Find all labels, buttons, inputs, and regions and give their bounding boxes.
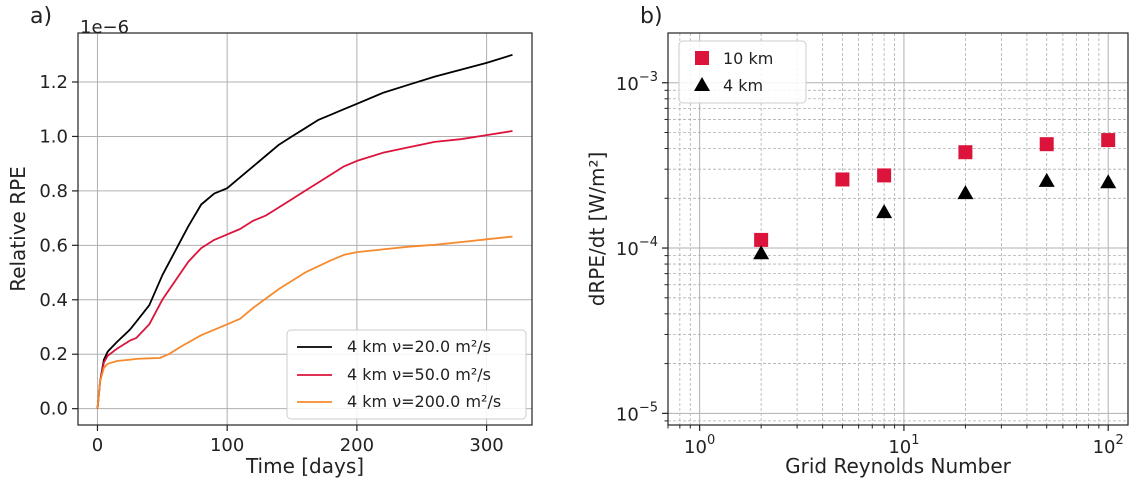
panel-a-series [96,53,513,409]
data-point-10km [754,232,769,247]
panel-a-x-tick-label: 300 [469,435,503,456]
panel-a-y-tick-label: 0.4 [39,290,68,311]
panel-b-scatter-chart: b) 100 101 102 10−5 10−4 10−3 Grid Reynolds N… [585,4,1129,478]
legend-label-nu20: 4 km ν=20.0 m²/s [347,337,491,356]
panel-a-line-chart: a) 1e−6 0 100 200 3000.00.20.40.60.81.01.2 … [6,4,533,478]
panel-b-label: b) [640,4,663,29]
panel-a-y-tick-label: 0.6 [39,235,68,256]
legend-label-nu200: 4 km ν=200.0 m²/s [347,392,501,411]
panel-a-legend-box [286,329,527,420]
panel-b-x-tick-label: 101 [888,433,919,458]
panel-a-offset-label: 1e−6 [80,17,129,38]
panel-a-x-axis-label: Time [days] [245,454,364,478]
panel-a-y-tick-label: 0.2 [39,344,68,365]
panel-b-frame [667,32,1129,426]
panel-a-x-tick-label: 200 [340,435,374,456]
panel-a-y-axis-label: Relative RPE [6,166,30,292]
panel-b-x-tick-label: 102 [1093,433,1124,458]
data-point-10km [958,145,973,160]
data-point-4km [876,204,893,219]
panel-b-x-axis-label: Grid Reynolds Number [785,454,1012,478]
panel-b-y-tick-label: 10−4 [616,235,658,260]
panel-b-y-tick-label: 10−5 [616,400,658,425]
legend-marker-10km [695,51,709,65]
panel-a-legend: 4 km ν=20.0 m²/s 4 km ν=50.0 m²/s 4 km ν… [286,329,527,420]
legend-label-nu50: 4 km ν=50.0 m²/s [347,365,491,384]
data-point-10km [1039,137,1054,152]
panel-b-legend: 10 km 4 km [678,40,807,104]
data-point-4km [1038,172,1055,187]
panel-b-x-tick-label: 100 [684,433,715,458]
panel-a-y-tick-label: 1.0 [39,126,68,147]
legend-marker-4km [694,77,710,91]
panel-b-legend-box [678,40,807,104]
data-point-4km [957,185,974,200]
panel-b-y-axis-label: dRPE/dt [W/m²] [585,152,609,307]
series-line-2 [96,235,513,409]
data-point-10km [1101,133,1116,148]
series-line-1 [96,130,513,409]
panel-b-y-tick-label: 10−3 [616,70,658,95]
panel-a-y-tick-label: 1.2 [39,72,68,93]
panel-a-frame [77,32,533,426]
panel-a-y-tick-label: 0.0 [39,399,68,420]
panel-b-ticks: 100 101 102 10−5 10−4 10−3 [616,70,1124,458]
data-point-4km [753,245,770,260]
legend-label-4km: 4 km [723,76,763,95]
series-line-0 [96,53,513,409]
data-point-10km [877,168,892,183]
panel-a-x-tick-label: 100 [210,435,244,456]
legend-label-10km: 10 km [723,49,773,68]
panel-a-y-tick-label: 0.8 [39,181,68,202]
panel-a-x-tick-label: 0 [92,435,103,456]
panel-b-series [753,133,1117,260]
data-point-10km [835,172,850,187]
data-point-4km [1100,174,1117,189]
panel-a-ticks: 0 100 200 300 0.0 0.2 0.4 0.6 0.8 1.0 1.2 [39,72,503,456]
panel-a-label: a) [30,4,52,29]
